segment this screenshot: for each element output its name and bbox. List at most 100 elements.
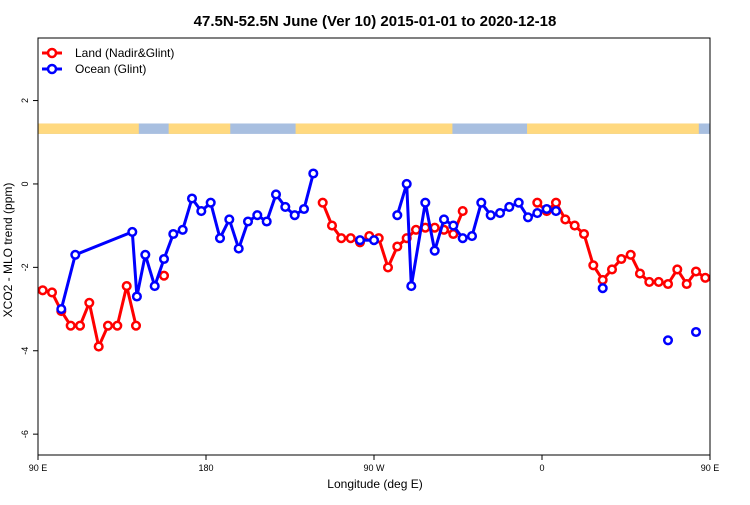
y-axis-label: XCO2 - MLO trend (ppm): [1, 183, 15, 318]
strip-land-segment: [296, 123, 453, 133]
strip-land-segment: [527, 123, 699, 133]
data-point: [692, 328, 700, 336]
data-point: [235, 245, 243, 253]
data-point: [300, 205, 308, 213]
data-point: [129, 228, 137, 236]
y-tick-label: -6: [20, 430, 30, 438]
data-point: [408, 282, 416, 290]
data-point: [179, 226, 187, 234]
data-point: [459, 234, 467, 242]
legend: Land (Nadir&Glint) Ocean (Glint): [42, 46, 174, 76]
legend-label-land: Land (Nadir&Glint): [75, 46, 174, 60]
data-point: [142, 251, 150, 259]
y-tick-label: -4: [20, 347, 30, 355]
data-point: [683, 280, 691, 288]
legend-label-ocean: Ocean (Glint): [75, 62, 146, 76]
data-point: [534, 199, 542, 207]
data-point: [571, 222, 579, 230]
data-point: [160, 272, 168, 280]
data-point: [347, 234, 355, 242]
data-point: [132, 322, 140, 330]
data-point: [711, 272, 719, 280]
data-point: [310, 170, 318, 178]
data-point: [151, 282, 159, 290]
data-point: [394, 211, 402, 219]
data-point: [356, 236, 364, 244]
legend-item-land: Land (Nadir&Glint): [42, 46, 174, 60]
data-point: [263, 218, 271, 226]
data-point: [403, 180, 411, 188]
data-point: [48, 289, 56, 297]
data-point: [552, 207, 560, 215]
data-point: [450, 222, 458, 230]
data-point: [627, 251, 635, 259]
data-point: [370, 236, 378, 244]
data-point: [739, 307, 747, 315]
data-point: [730, 305, 738, 313]
data-point: [646, 278, 654, 286]
data-point: [636, 270, 644, 278]
data-point: [114, 322, 122, 330]
data-point: [720, 287, 728, 295]
data-point: [253, 211, 261, 219]
data-point: [291, 211, 299, 219]
series-ocean: [58, 170, 750, 344]
data-point: [730, 289, 738, 297]
data-point: [543, 205, 551, 213]
x-tick-label: 0: [539, 463, 544, 473]
data-point: [67, 322, 75, 330]
land-ocean-strip: [38, 123, 710, 133]
x-tick-label: 90 E: [701, 463, 720, 473]
data-point: [674, 266, 682, 274]
y-tick-label: 0: [20, 181, 30, 186]
data-point: [104, 322, 112, 330]
data-point: [524, 214, 532, 222]
data-point: [739, 305, 747, 313]
data-point: [384, 264, 392, 272]
strip-land-segment: [169, 123, 231, 133]
data-point: [319, 199, 327, 207]
data-point: [133, 293, 141, 301]
data-point: [599, 284, 607, 292]
series-line: [43, 286, 136, 347]
data-point: [608, 266, 616, 274]
data-point: [170, 230, 178, 238]
data-point: [338, 234, 346, 242]
data-point: [506, 203, 514, 211]
data-point: [431, 247, 439, 255]
data-point: [188, 195, 196, 203]
data-point: [468, 232, 476, 240]
data-point: [440, 216, 448, 224]
data-point: [39, 287, 47, 295]
data-point: [515, 199, 523, 207]
x-tick-label: 90 W: [363, 463, 385, 473]
data-point: [422, 199, 430, 207]
data-point: [664, 280, 672, 288]
data-point: [226, 216, 234, 224]
data-point: [282, 203, 290, 211]
series-layer: [39, 170, 750, 351]
data-point: [580, 230, 588, 238]
strip-land-segment: [38, 123, 139, 133]
data-point: [552, 199, 560, 207]
y-tick-label: 2: [20, 98, 30, 103]
data-point: [664, 337, 672, 345]
data-point: [459, 207, 467, 215]
data-point: [412, 226, 420, 234]
data-point: [216, 234, 224, 242]
data-point: [599, 276, 607, 284]
data-point: [76, 322, 84, 330]
series-land: [39, 199, 750, 351]
chart-title: 47.5N-52.5N June (Ver 10) 2015-01-01 to …: [194, 13, 557, 30]
data-point: [95, 343, 103, 351]
data-point: [496, 209, 504, 217]
data-point: [72, 251, 80, 259]
plot-frame: [38, 38, 710, 455]
data-point: [244, 218, 252, 226]
y-tick-label: -2: [20, 263, 30, 271]
data-point: [160, 255, 168, 263]
data-point: [702, 274, 710, 282]
data-point: [86, 299, 94, 307]
